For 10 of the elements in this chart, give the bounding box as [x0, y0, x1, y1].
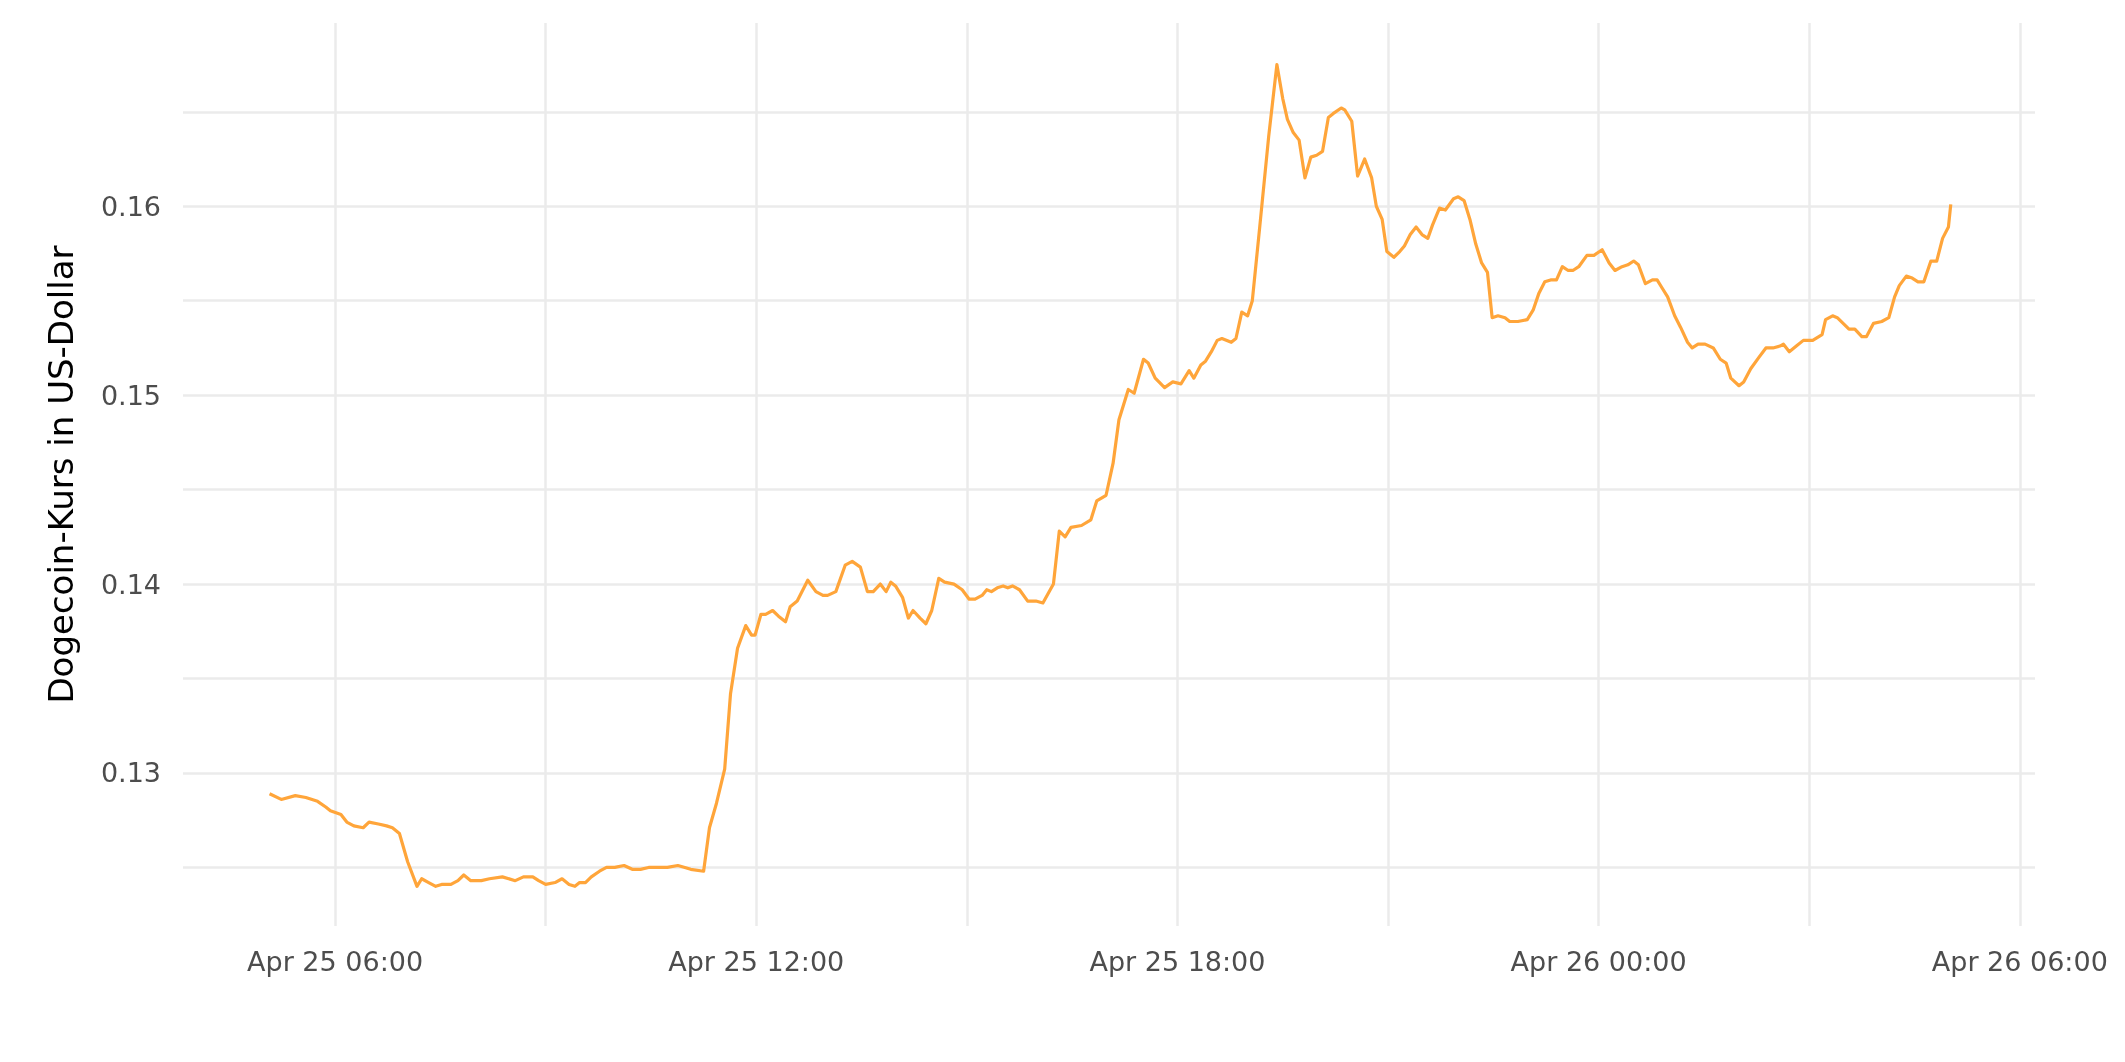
- x-tick-label: Apr 25 06:00: [247, 946, 424, 977]
- y-axis-title: Dogecoin-Kurs in US-Dollar: [41, 245, 81, 704]
- y-tick-label: 0.15: [100, 379, 161, 411]
- x-tick-label: Apr 25 12:00: [668, 946, 845, 977]
- y-tick-label: 0.13: [100, 757, 161, 789]
- y-tick-label: 0.16: [100, 190, 161, 222]
- y-tick-label: 0.14: [100, 568, 161, 600]
- x-tick-label: Apr 25 18:00: [1089, 946, 1266, 977]
- x-tick-label: Apr 26 00:00: [1510, 946, 1687, 977]
- x-tick-label: Apr 26 06:00: [1931, 946, 2108, 977]
